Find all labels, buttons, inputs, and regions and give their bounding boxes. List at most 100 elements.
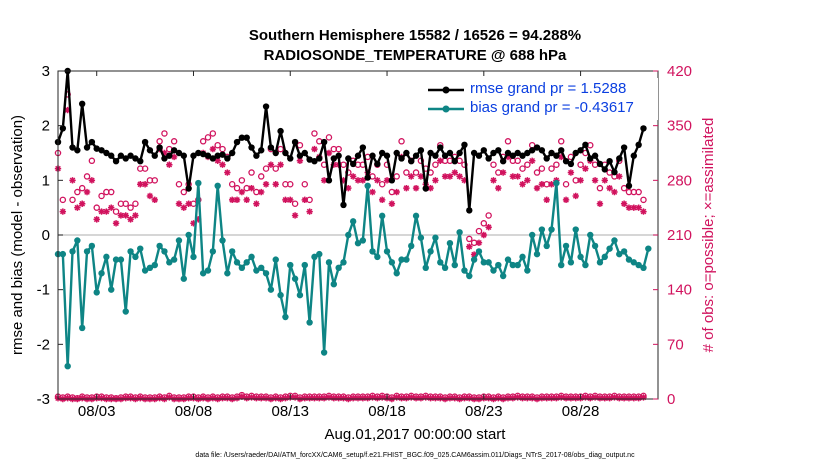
rmse-point <box>480 147 488 154</box>
obs-possible-marker <box>538 165 546 172</box>
obs-assimilated-marker <box>248 184 255 192</box>
obs-assimilated-marker <box>122 395 129 402</box>
bias-point <box>577 253 584 261</box>
obs-assimilated-marker <box>461 395 468 402</box>
obs-assimilated-marker <box>475 239 483 247</box>
obs-assimilated-marker <box>408 173 415 180</box>
rmse-point <box>485 155 492 162</box>
rmse-point <box>519 152 526 159</box>
rmse-point <box>199 150 207 158</box>
obs-possible-marker <box>112 208 120 215</box>
x-axis: 08/03 08/08 08/13 08/18 08/23 08/28 <box>78 71 599 420</box>
bias-point <box>69 248 76 255</box>
rmse-point <box>262 103 270 110</box>
rmse-point <box>156 144 163 151</box>
obs-assimilated-marker <box>316 395 323 402</box>
bias-point <box>238 264 246 271</box>
chart-title: Southern Hemisphere 15582 / 16526 = 94.2… <box>248 27 582 44</box>
obs-possible-marker <box>107 188 115 196</box>
obs-assimilated-marker <box>262 181 270 188</box>
bias-point <box>262 270 270 277</box>
bias-point <box>190 253 197 261</box>
bias-point <box>98 270 105 277</box>
rmse-point <box>195 149 202 157</box>
rmse-point <box>233 138 241 146</box>
bias-point <box>378 212 386 220</box>
right-y-tick-label: 140 <box>667 282 692 299</box>
rmse-point <box>296 152 304 159</box>
rmse-point <box>553 152 560 159</box>
bias-point <box>330 281 338 288</box>
rmse-point <box>209 155 217 162</box>
rmse-point <box>441 152 449 159</box>
rmse-point <box>301 149 308 157</box>
obs-assimilated-marker <box>519 181 526 188</box>
obs-possible-marker <box>291 200 299 208</box>
obs-assimilated-marker <box>330 395 338 402</box>
bias-point <box>320 349 328 356</box>
obs-assimilated-marker <box>403 184 410 192</box>
obs-assimilated-marker <box>161 149 168 157</box>
rmse-point <box>514 149 521 157</box>
obs-assimilated-marker <box>572 395 579 402</box>
rmse-point <box>432 152 439 159</box>
obs-possible-marker <box>514 157 521 165</box>
bias-point <box>122 308 129 315</box>
rmse-point <box>582 141 589 148</box>
bias-point <box>475 248 483 255</box>
bias-point <box>291 275 299 282</box>
obs-possible-marker <box>485 212 492 219</box>
obs-assimilated-marker <box>640 208 647 215</box>
obs-assimilated-marker <box>359 177 367 184</box>
bias-point <box>83 248 91 255</box>
obs-assimilated-marker <box>291 212 299 219</box>
obs-assimilated-marker <box>195 216 202 223</box>
obs-assimilated-marker <box>528 157 536 165</box>
bias-point <box>78 324 86 332</box>
bias-point <box>296 291 304 299</box>
rmse-series <box>54 67 647 214</box>
obs-possible-marker <box>122 200 129 208</box>
right-y-tick-label: 70 <box>667 336 684 353</box>
obs-assimilated-marker <box>291 394 299 401</box>
obs-assimilated-marker <box>311 395 318 402</box>
obs-assimilated-marker <box>514 394 521 401</box>
obs-assimilated-marker <box>330 161 338 168</box>
obs-possible-marker <box>301 180 309 188</box>
obs-assimilated-marker <box>88 177 96 184</box>
obs-assimilated-marker <box>228 196 236 204</box>
obs-assimilated-marker <box>74 204 81 211</box>
obs-assimilated-marker <box>601 395 608 402</box>
obs-possible-marker <box>504 138 512 145</box>
rmse-point <box>422 185 429 192</box>
obs-assimilated-marker <box>495 184 502 192</box>
bias-point <box>398 256 405 263</box>
obs-assimilated-marker <box>98 395 105 402</box>
obs-assimilated-marker <box>572 192 579 200</box>
bias-point <box>582 261 589 269</box>
obs-assimilated-marker <box>596 200 604 207</box>
rmse-point <box>475 152 483 159</box>
x-tick-label: 08/08 <box>175 403 213 420</box>
chart-subtitle: RADIOSONDE_TEMPERATURE @ 688 hPa <box>263 47 567 64</box>
obs-assimilated-marker <box>369 394 376 401</box>
bias-point <box>485 259 492 266</box>
bias-point <box>625 256 633 263</box>
obs-possible-marker <box>620 184 628 192</box>
obs-possible-marker <box>238 177 246 184</box>
rmse-point <box>340 201 347 209</box>
obs-possible-marker <box>127 204 134 211</box>
obs-assimilated-marker <box>480 231 488 239</box>
obs-possible-marker <box>98 192 105 200</box>
obs-possible-marker <box>548 165 555 172</box>
obs-possible-marker <box>175 180 183 188</box>
bias-point <box>195 179 202 187</box>
obs-assimilated-marker <box>267 161 275 168</box>
obs-possible-marker <box>475 227 483 235</box>
obs-assimilated-marker <box>238 188 246 196</box>
obs-assimilated-marker <box>282 395 289 402</box>
obs-possible-marker <box>59 196 67 204</box>
rmse-point <box>320 138 328 146</box>
bias-point <box>422 264 429 271</box>
